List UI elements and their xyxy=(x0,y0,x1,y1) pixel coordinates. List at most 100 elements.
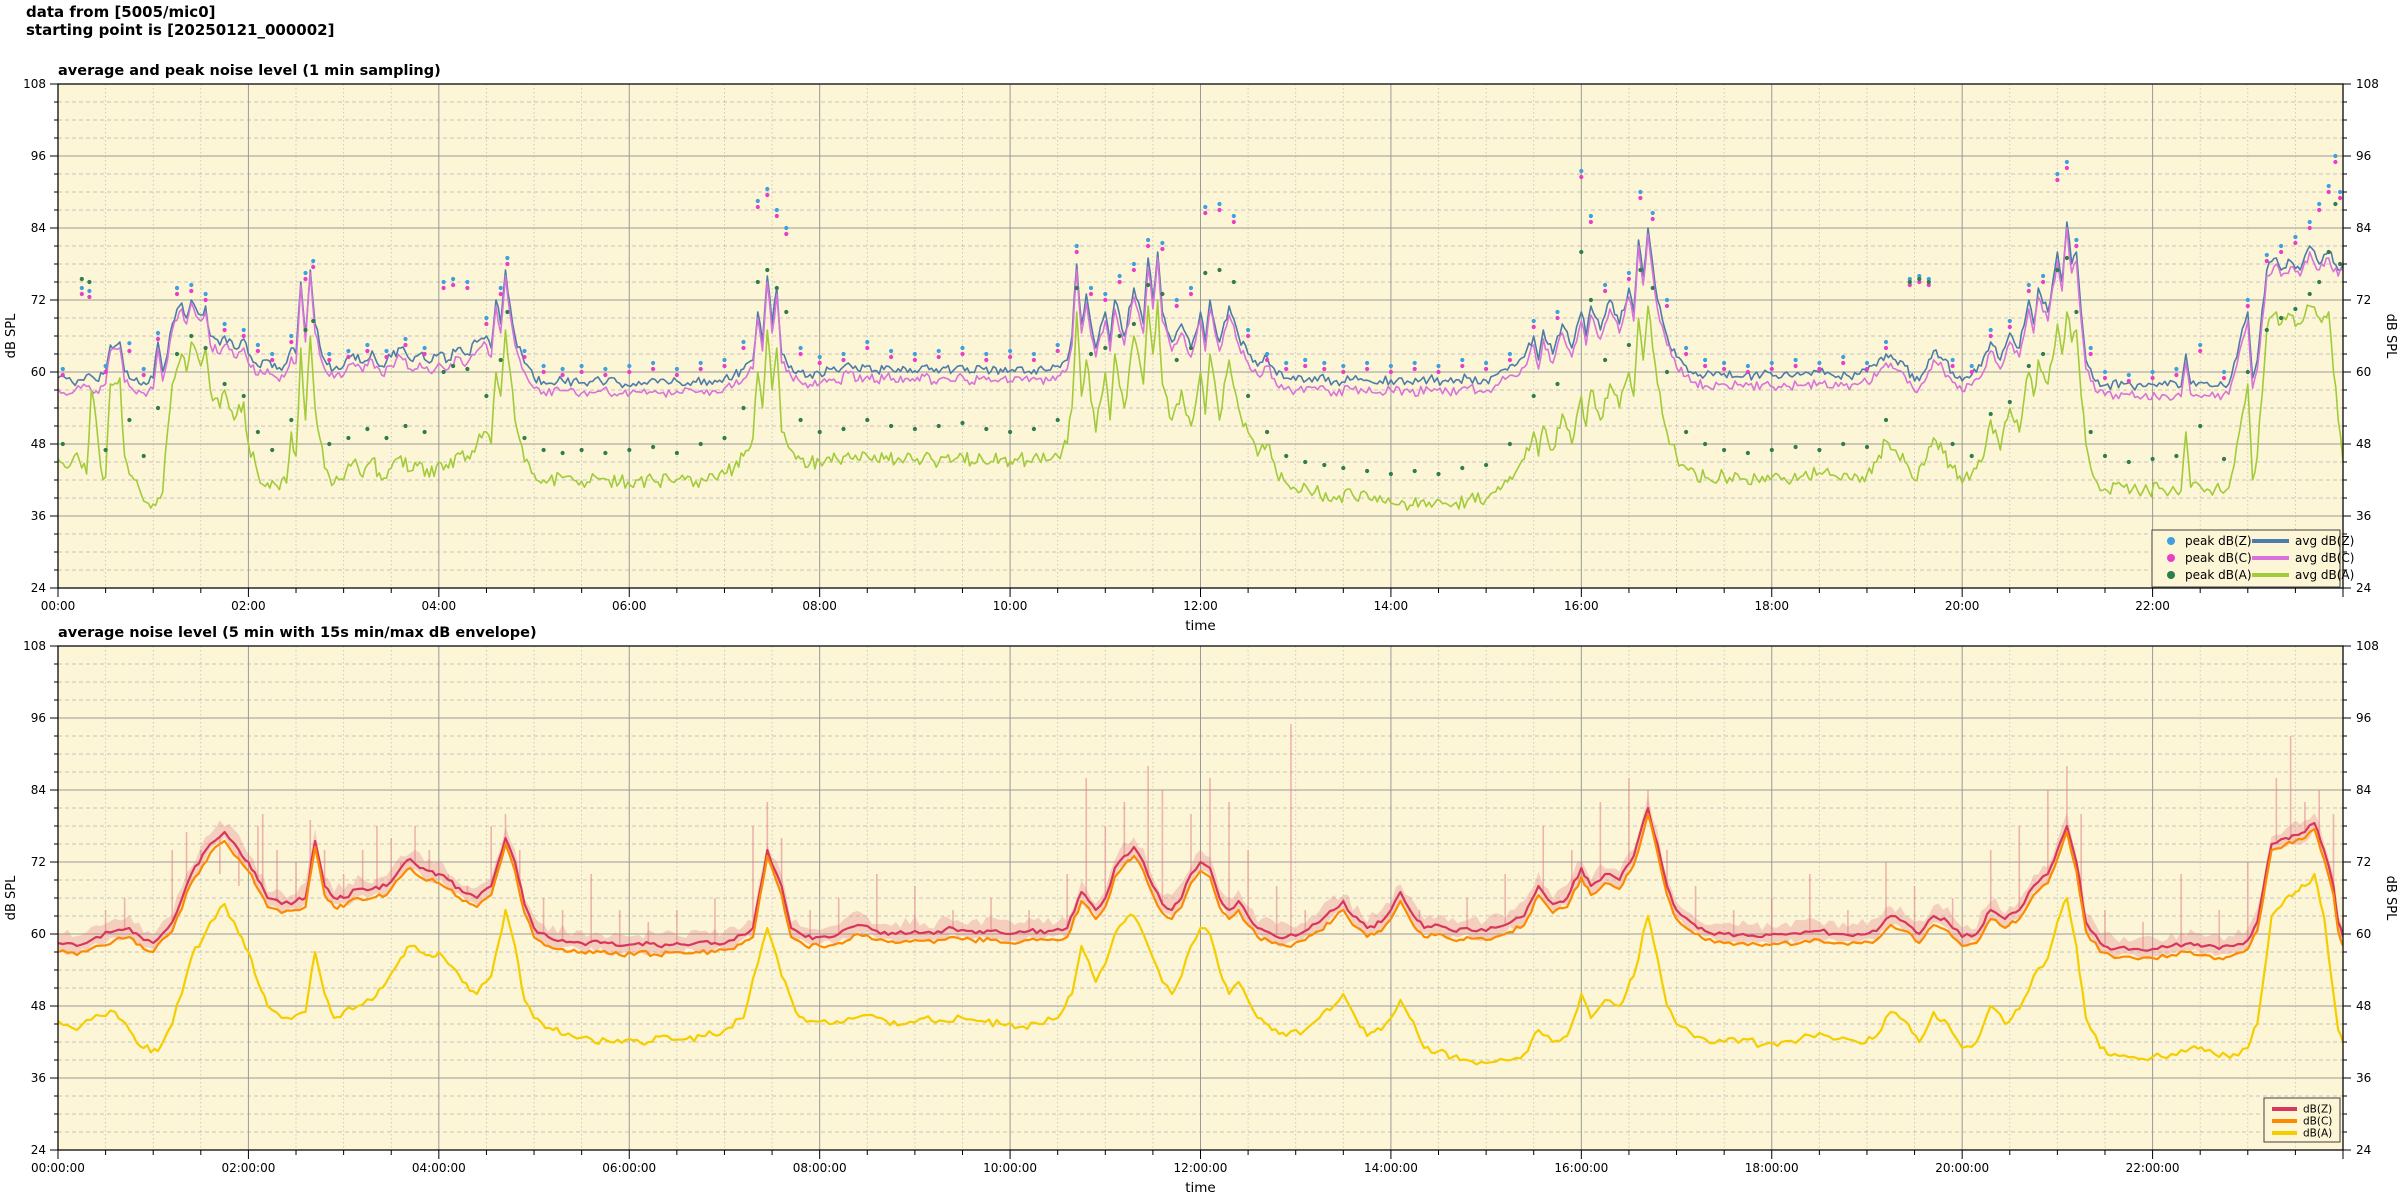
y-tick-label-left: 60 xyxy=(31,365,46,379)
data-point xyxy=(403,336,408,342)
data-point xyxy=(627,447,632,453)
data-point xyxy=(1188,285,1194,291)
data-point xyxy=(346,435,351,441)
data-point xyxy=(79,285,84,291)
data-point xyxy=(2064,165,2069,171)
data-point xyxy=(2041,279,2046,285)
data-line xyxy=(58,227,2343,401)
y-tick-label-left: 36 xyxy=(31,509,46,523)
data-point xyxy=(1031,426,1036,432)
data-point xyxy=(1703,441,1708,447)
chart-title: average and peak noise level (1 min samp… xyxy=(58,63,441,79)
data-point xyxy=(960,345,965,351)
data-point xyxy=(270,447,275,453)
data-point xyxy=(1650,285,1655,291)
data-point xyxy=(2221,369,2227,375)
data-point xyxy=(984,351,989,357)
data-point xyxy=(1969,363,1974,369)
data-point xyxy=(1412,360,1417,366)
data-point xyxy=(841,351,846,357)
data-point xyxy=(698,441,703,447)
data-point xyxy=(365,342,370,348)
data-point xyxy=(2245,297,2250,303)
data-point xyxy=(2150,375,2155,381)
data-point xyxy=(311,264,316,270)
data-point xyxy=(2102,453,2108,459)
data-point xyxy=(774,285,779,291)
data-point xyxy=(505,309,510,315)
y-tick-label-right: 96 xyxy=(2356,711,2371,725)
series-line-avgdb(z) xyxy=(58,221,2343,391)
data-point xyxy=(2279,249,2284,255)
data-point xyxy=(522,348,527,354)
series-scatter-peakdb(c) xyxy=(60,159,2343,384)
data-point xyxy=(498,285,503,291)
data-point xyxy=(141,372,146,378)
data-point xyxy=(522,354,527,360)
data-point xyxy=(1284,366,1289,372)
data-point xyxy=(2026,363,2031,369)
data-point xyxy=(1531,324,1536,330)
data-point xyxy=(1722,360,1727,366)
data-point xyxy=(2221,456,2227,462)
data-point xyxy=(87,288,92,294)
data-point xyxy=(2074,237,2079,243)
data-point xyxy=(579,369,584,375)
data-point xyxy=(1231,219,1236,225)
data-point xyxy=(741,405,746,411)
data-point xyxy=(798,345,803,351)
data-point xyxy=(1231,213,1236,219)
data-point xyxy=(1507,357,1512,363)
data-point xyxy=(1203,270,1208,276)
data-point xyxy=(465,285,470,291)
data-point xyxy=(817,429,822,435)
data-point xyxy=(1322,366,1327,372)
y-tick-label-left: 36 xyxy=(31,1071,46,1085)
data-point xyxy=(1883,417,1889,423)
data-point xyxy=(1174,357,1179,363)
y-tick-label-right: 24 xyxy=(2356,581,2371,595)
data-point xyxy=(1365,468,1370,474)
data-line xyxy=(58,299,2343,511)
header-data-source: data from [5005/mic0] xyxy=(26,3,216,21)
data-point xyxy=(1555,381,1560,387)
data-point xyxy=(522,435,527,441)
data-point xyxy=(1146,237,1151,243)
data-point xyxy=(984,357,989,363)
data-point xyxy=(1883,345,1889,351)
data-point xyxy=(103,369,108,375)
data-point xyxy=(1769,366,1774,372)
x-tick-label: 20:00:00 xyxy=(1935,1161,1989,1175)
data-point xyxy=(1388,363,1393,369)
data-point xyxy=(2150,369,2155,375)
data-point xyxy=(1284,453,1289,459)
data-point xyxy=(127,348,132,354)
data-point xyxy=(1365,360,1370,366)
data-point xyxy=(603,366,608,372)
data-point xyxy=(203,291,208,297)
data-point xyxy=(174,291,180,297)
data-point xyxy=(289,417,294,423)
data-point xyxy=(1088,285,1094,291)
data-point xyxy=(2333,153,2338,159)
data-point xyxy=(303,270,308,276)
data-point xyxy=(1055,342,1060,348)
data-point xyxy=(1412,366,1417,372)
data-point xyxy=(1388,369,1393,375)
data-point xyxy=(865,417,870,423)
x-tick-label: 08:00 xyxy=(802,599,837,613)
data-point xyxy=(1579,174,1584,180)
data-point xyxy=(1284,360,1289,366)
data-point xyxy=(1507,441,1512,447)
data-point xyxy=(2174,453,2179,459)
series-scatter-peakdb(z) xyxy=(60,153,2343,378)
y-tick-label-left: 84 xyxy=(31,783,46,797)
y-tick-label-left: 72 xyxy=(31,293,46,307)
data-point xyxy=(774,213,779,219)
data-point xyxy=(1246,393,1251,399)
data-point xyxy=(579,363,584,369)
data-point xyxy=(1188,345,1194,351)
data-point xyxy=(579,447,584,453)
data-point xyxy=(2221,375,2227,381)
data-point xyxy=(1841,360,1846,366)
